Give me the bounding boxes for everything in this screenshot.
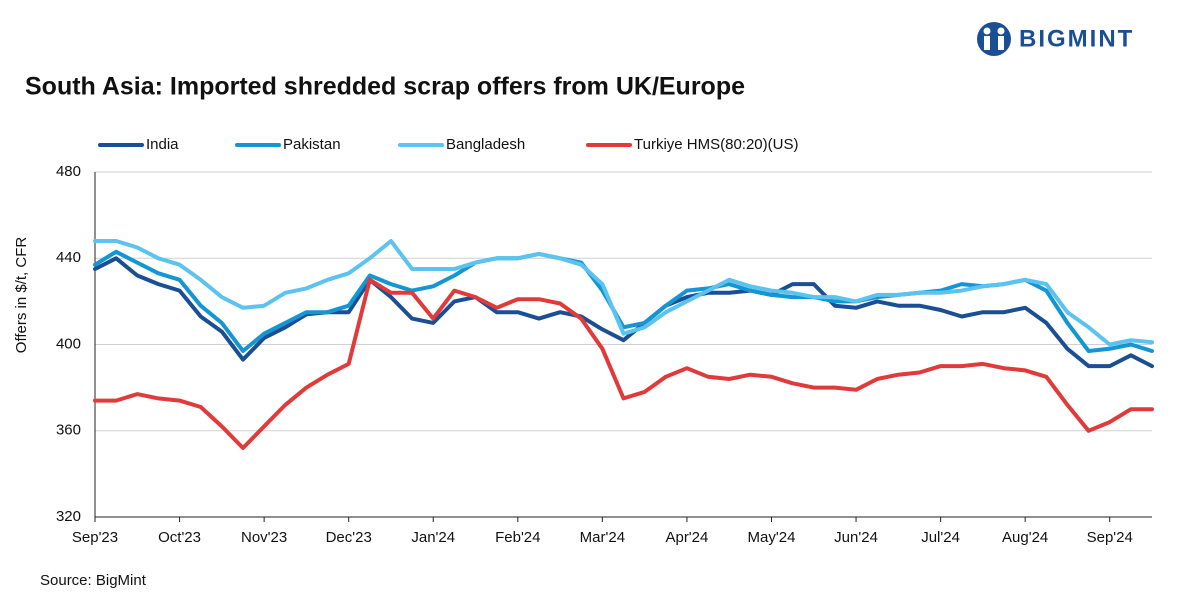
x-tick-label: Jan'24: [411, 529, 455, 546]
x-tick-label: Jul'24: [921, 529, 960, 546]
x-tick-label: Oct'23: [158, 529, 201, 546]
x-tick-label: Nov'23: [241, 529, 287, 546]
y-tick-label: 320: [56, 508, 81, 525]
source-note: Source: BigMint: [40, 572, 147, 589]
series-line: [93, 239, 1154, 347]
y-axis-label: Offers in $/t, CFR: [13, 237, 30, 354]
x-tick-label: Feb'24: [495, 529, 540, 546]
brand-logo: BIGMINT: [977, 22, 1134, 56]
series-line: [93, 256, 1154, 369]
logo-icon: [998, 36, 1004, 50]
x-tick-label: Sep'23: [72, 529, 118, 546]
series-line: [93, 249, 1154, 353]
series-line: [93, 277, 1154, 450]
x-tick-label: Sep'24: [1087, 529, 1133, 546]
y-tick-label: 440: [56, 249, 81, 266]
logo-icon: [977, 22, 1011, 56]
chart-title: South Asia: Imported shredded scrap offe…: [25, 73, 745, 101]
x-tick-label: Mar'24: [580, 529, 625, 546]
brand-name: BIGMINT: [1019, 25, 1134, 52]
y-tick-label: 480: [56, 163, 81, 180]
legend-label: India: [146, 136, 179, 153]
x-tick-label: Apr'24: [665, 529, 708, 546]
y-tick-label: 400: [56, 335, 81, 352]
y-tick-label: 360: [56, 422, 81, 439]
logo-icon: [984, 36, 990, 50]
x-tick-label: Dec'23: [326, 529, 372, 546]
x-tick-label: Aug'24: [1002, 529, 1048, 546]
logo-icon: [983, 27, 991, 35]
logo-icon: [997, 27, 1005, 35]
x-tick-label: Jun'24: [834, 529, 878, 546]
legend-label: Turkiye HMS(80:20)(US): [634, 136, 798, 153]
legend-label: Pakistan: [283, 136, 341, 153]
x-tick-label: May'24: [748, 529, 796, 546]
legend-label: Bangladesh: [446, 136, 525, 153]
